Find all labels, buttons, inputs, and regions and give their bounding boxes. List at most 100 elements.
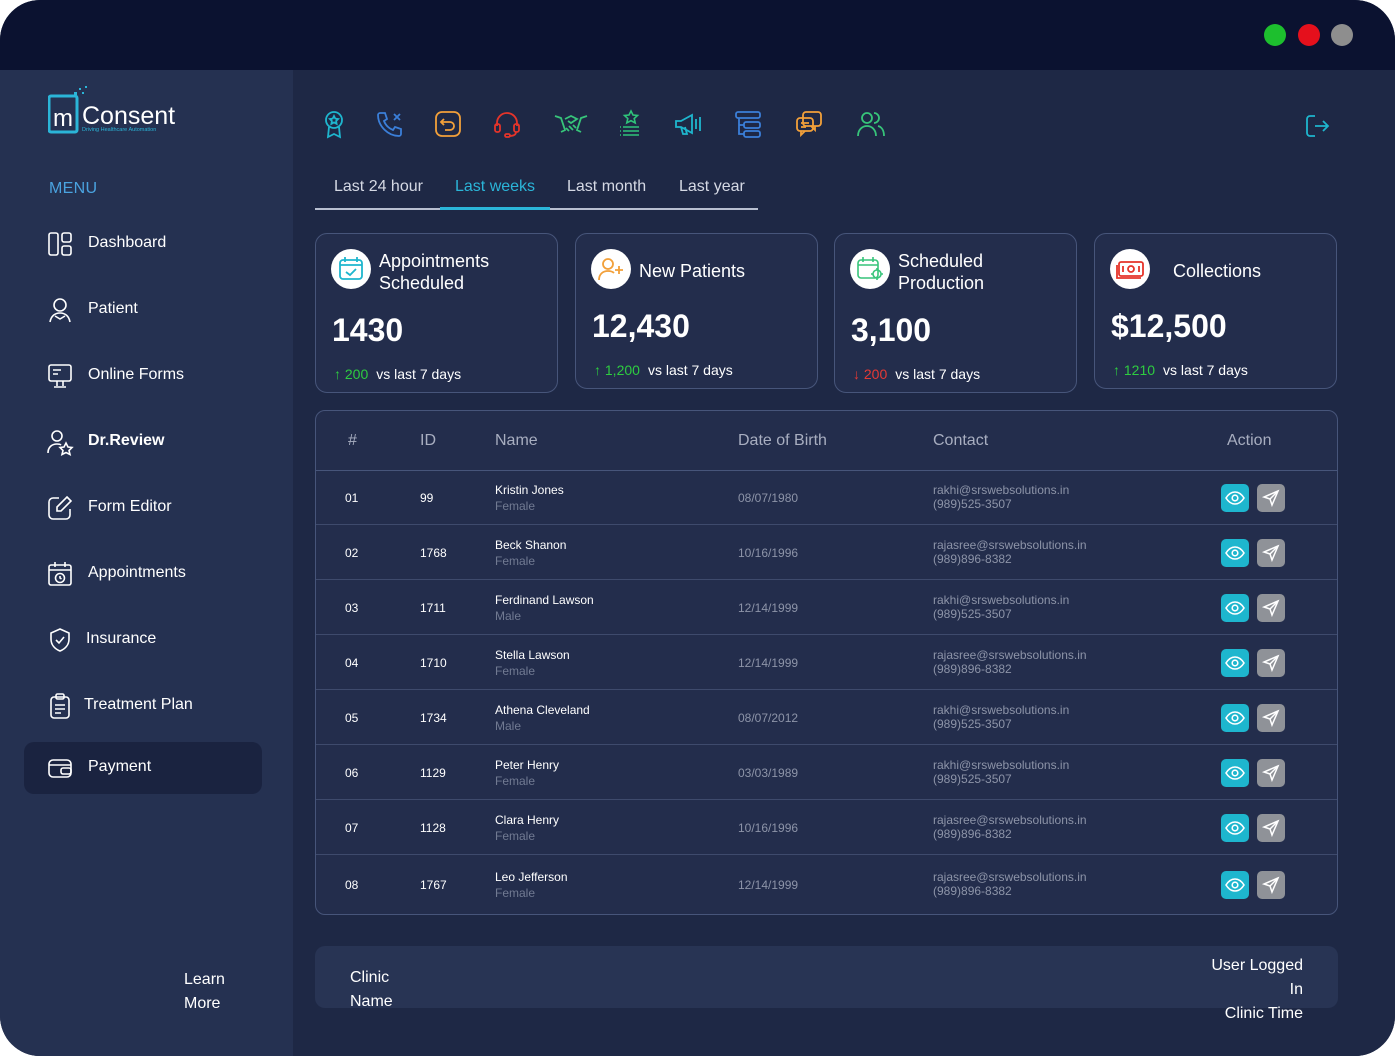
user-logged-in: User Logged In Clinic Time: [1211, 957, 1303, 1022]
send-button[interactable]: [1257, 759, 1285, 787]
view-button[interactable]: [1221, 871, 1249, 899]
stat-card-new-patients[interactable]: New Patients 12,430 ↑ 1,200 vs last 7 day…: [575, 233, 818, 389]
tab-last-year[interactable]: Last year: [679, 178, 745, 195]
send-button[interactable]: [1257, 871, 1285, 899]
send-button[interactable]: [1257, 649, 1285, 677]
handshake-icon[interactable]: [553, 108, 588, 140]
patient-name[interactable]: Beck Shanon: [495, 538, 567, 552]
send-button[interactable]: [1257, 484, 1285, 512]
sidebar-item-label: Form Editor: [88, 498, 172, 515]
arrow-up-icon: ↑: [334, 366, 341, 382]
date-of-birth: 12/14/1999: [738, 601, 799, 615]
sidebar-item-treatment-plan[interactable]: Treatment Plan: [24, 680, 262, 732]
row-id: 99: [420, 491, 434, 505]
phone-icon[interactable]: [374, 108, 406, 140]
logout-icon[interactable]: [1301, 110, 1333, 142]
date-of-birth: 03/03/1989: [738, 766, 799, 780]
patient-gender: Male: [495, 719, 522, 733]
sidebar-item-dashboard[interactable]: Dashboard: [24, 218, 262, 270]
send-button[interactable]: [1257, 594, 1285, 622]
send-icon: [1257, 814, 1285, 842]
patient-icon: [46, 296, 74, 324]
card-value: 12,430: [592, 308, 690, 344]
sidebar-item-payment[interactable]: Payment: [24, 742, 262, 794]
send-icon: [1257, 484, 1285, 512]
send-button[interactable]: [1257, 539, 1285, 567]
sidebar-item-patient[interactable]: Patient: [24, 284, 262, 336]
patient-name[interactable]: Leo Jefferson: [495, 870, 568, 884]
card-value: 3,100: [851, 312, 932, 348]
table-row: 01 99 Kristin Jones Female 08/07/1980 rakhi@s…: [316, 471, 1337, 525]
send-button[interactable]: [1257, 814, 1285, 842]
date-of-birth: 10/16/1996: [738, 546, 799, 560]
contact-email: rajasree@srswebsolutions.in: [933, 870, 1087, 884]
contact-email: rajasree@srswebsolutions.in: [933, 813, 1087, 827]
card-delta: ↑ 200 vs last 7 days: [334, 366, 462, 382]
user-star-icon: [46, 428, 74, 456]
sidebar-item-label: Online Forms: [88, 366, 185, 383]
megaphone-icon[interactable]: [672, 108, 704, 140]
view-button[interactable]: [1221, 759, 1249, 787]
sidebar-item-appointments[interactable]: Appointments: [24, 548, 262, 600]
edit-icon: [46, 494, 74, 522]
contact-phone: (989)896-8382: [933, 662, 1012, 676]
eye-icon: [1221, 871, 1249, 899]
sidebar: m Consent Driving Healthcare Automation …: [0, 70, 293, 1056]
users-icon[interactable]: [855, 108, 887, 140]
card-title: Collections: [1173, 261, 1262, 281]
view-button[interactable]: [1221, 649, 1249, 677]
calendar-check-icon: [331, 249, 371, 289]
card-title: Appointments Scheduled: [379, 251, 490, 293]
sidebar-item-online-forms[interactable]: Online Forms: [24, 350, 262, 402]
stat-card-collections[interactable]: Collections $12,500 ↑ 1210 vs last 7 days: [1094, 233, 1337, 389]
view-button[interactable]: [1221, 814, 1249, 842]
headset-icon[interactable]: [491, 108, 523, 140]
sidebar-item-insurance[interactable]: Insurance: [24, 614, 262, 666]
mconsent-logo[interactable]: m Consent Driving Healthcare Automation: [48, 86, 198, 146]
sidebar-item-label: Patient: [88, 300, 138, 317]
view-button[interactable]: [1221, 484, 1249, 512]
maximize-button[interactable]: [1264, 24, 1286, 46]
minimize-button[interactable]: [1331, 24, 1353, 46]
row-number: 01: [345, 491, 359, 505]
send-icon: [1257, 594, 1285, 622]
close-button[interactable]: [1298, 24, 1320, 46]
row-number: 06: [345, 766, 359, 780]
learn-more-line2: More: [184, 995, 221, 1012]
column-header: Date of Birth: [738, 432, 827, 449]
patient-name[interactable]: Clara Henry: [495, 813, 560, 827]
tab-last-month[interactable]: Last month: [567, 178, 647, 195]
row-id: 1129: [420, 766, 446, 780]
tree-list-icon[interactable]: [732, 108, 764, 140]
sidebar-item-label: Appointments: [88, 564, 186, 581]
clipboard-icon: [46, 692, 74, 720]
send-icon: [1257, 871, 1285, 899]
patient-name[interactable]: Peter Henry: [495, 758, 560, 772]
chat-icon[interactable]: [793, 108, 825, 140]
patient-name[interactable]: Kristin Jones: [495, 483, 564, 497]
patient-gender: Female: [495, 664, 536, 678]
sidebar-item-label: Payment: [88, 758, 152, 775]
tab-last-24-hour[interactable]: Last 24 hour: [334, 178, 423, 195]
sidebar-item-dr-review[interactable]: Dr.Review: [24, 416, 262, 468]
view-button[interactable]: [1221, 594, 1249, 622]
undo-icon[interactable]: [432, 108, 464, 140]
patient-name[interactable]: Athena Cleveland: [495, 703, 590, 717]
stat-card-appointments[interactable]: Appointments Scheduled 1430 ↑ 200 vs last …: [315, 233, 558, 393]
tab-last-weeks[interactable]: Last weeks: [455, 178, 536, 195]
calendar-gear-icon: [850, 249, 890, 289]
view-button[interactable]: [1221, 704, 1249, 732]
contact-email: rakhi@srswebsolutions.in: [933, 593, 1070, 607]
learn-more-link[interactable]: Learn More: [184, 968, 225, 1016]
stat-card-scheduled-production[interactable]: Scheduled Production 3,100 ↓ 200 vs last 7…: [834, 233, 1077, 393]
sidebar-item-form-editor[interactable]: Form Editor: [24, 482, 262, 534]
date-of-birth: 10/16/1996: [738, 821, 799, 835]
patient-name[interactable]: Stella Lawson: [495, 648, 570, 662]
patient-name[interactable]: Ferdinand Lawson: [495, 593, 594, 607]
send-button[interactable]: [1257, 704, 1285, 732]
award-icon[interactable]: [318, 108, 350, 140]
table-row: 04 1710 Stella Lawson Female 12/14/1999 rajas…: [316, 635, 1337, 690]
menu-title: MENU: [49, 180, 98, 197]
view-button[interactable]: [1221, 539, 1249, 567]
star-list-icon[interactable]: [615, 108, 647, 140]
